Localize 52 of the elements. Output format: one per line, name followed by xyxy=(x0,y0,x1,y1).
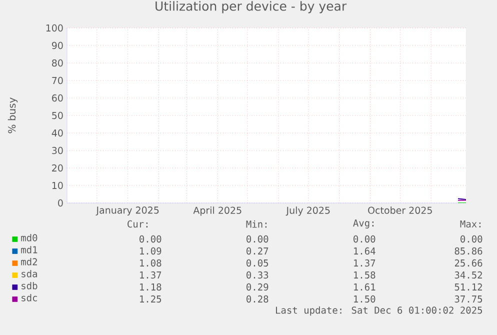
legend-label: md1 xyxy=(21,246,38,254)
text: 1.50 xyxy=(354,295,376,303)
text: 1.37 xyxy=(354,259,376,267)
legend-label: md2 xyxy=(21,258,37,266)
text: 34.52 xyxy=(454,271,482,279)
text: Min: xyxy=(246,220,267,228)
text: 1.61 xyxy=(354,283,376,291)
text: 0.00 xyxy=(246,235,268,243)
legend-label: sdc xyxy=(22,294,37,302)
text: 37.75 xyxy=(454,295,482,303)
text: 0.00 xyxy=(140,235,162,243)
y-tick-label: 0 xyxy=(58,199,63,207)
text: Avg: xyxy=(353,220,374,228)
x-tick-label: October 2025 xyxy=(368,206,432,214)
y-tick-label: 100 xyxy=(46,24,63,32)
y-tick-label: 40 xyxy=(52,129,63,137)
y-axis-title: % busy xyxy=(8,98,18,134)
text: 0.28 xyxy=(246,295,268,303)
text: 0.00 xyxy=(460,235,482,243)
text: 51.12 xyxy=(454,283,482,291)
text: 0.00 xyxy=(354,235,376,243)
x-tick-label: January 2025 xyxy=(96,206,159,216)
y-tick-label: 10 xyxy=(52,182,63,190)
text: 0.29 xyxy=(246,283,268,291)
x-tick-label: April 2025 xyxy=(193,206,242,216)
y-tick-label: 90 xyxy=(52,42,63,50)
text: Max: xyxy=(460,220,481,228)
legend-label: sda xyxy=(22,270,37,278)
text: 1.25 xyxy=(140,295,162,303)
text: 0.33 xyxy=(246,271,268,279)
text: 1.64 xyxy=(354,247,376,255)
text: 1.37 xyxy=(140,271,162,279)
legend-label: sdb xyxy=(22,282,38,290)
text: Last update: Sat Dec 6 01:00:02 2025 xyxy=(276,306,482,316)
text: 1.18 xyxy=(140,283,162,291)
text: 85.86 xyxy=(454,247,482,255)
y-tick-label: 50 xyxy=(52,112,63,120)
text: 25.66 xyxy=(454,259,482,267)
y-tick-label: 60 xyxy=(52,94,63,102)
y-tick-label: 80 xyxy=(52,59,63,67)
chart-title: Utilization per device - by year xyxy=(156,1,347,14)
text: 0.05 xyxy=(246,259,268,267)
text: 1.58 xyxy=(354,271,376,279)
text: Cur: xyxy=(128,220,148,228)
y-tick-label: 20 xyxy=(52,164,63,172)
text: 1.08 xyxy=(140,259,162,267)
text: 1.09 xyxy=(140,247,162,255)
y-tick-label: 70 xyxy=(52,76,63,84)
legend-label: md0 xyxy=(21,234,38,242)
text: 0.27 xyxy=(246,247,268,255)
y-tick-label: 30 xyxy=(52,146,63,154)
x-tick-label: July 2025 xyxy=(286,206,330,216)
